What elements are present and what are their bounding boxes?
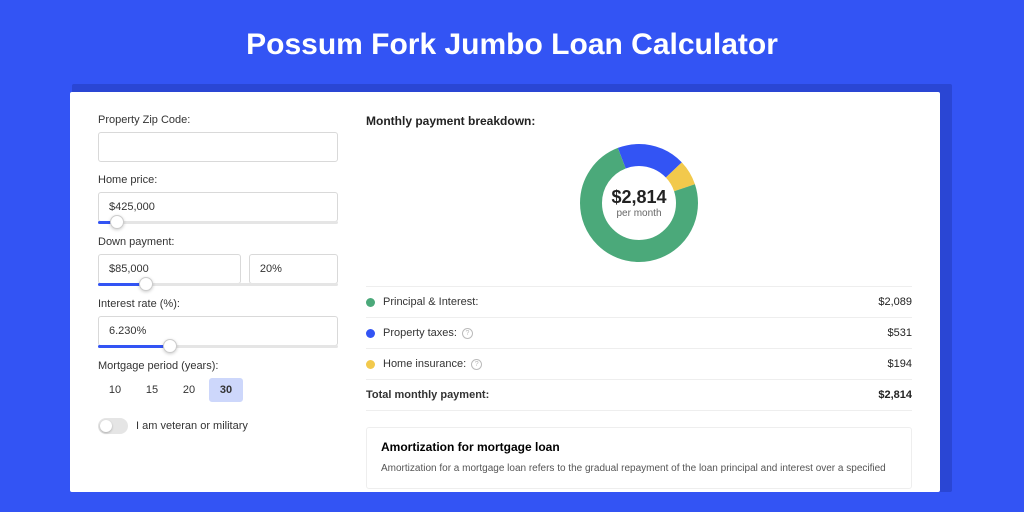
home-price-slider[interactable] bbox=[98, 221, 338, 224]
donut-wrap: $2,814 per month bbox=[366, 138, 912, 268]
form-column: Property Zip Code: Home price: $425,000 … bbox=[98, 114, 338, 489]
period-buttons: 10152030 bbox=[98, 378, 338, 402]
period-label: Mortgage period (years): bbox=[98, 360, 338, 372]
down-payment-slider[interactable] bbox=[98, 283, 338, 286]
period-group: Mortgage period (years): 10152030 bbox=[98, 360, 338, 402]
veteran-row: I am veteran or military bbox=[98, 418, 338, 434]
breakdown-value: $2,089 bbox=[878, 296, 912, 308]
donut-amount: $2,814 bbox=[611, 187, 666, 208]
home-price-input[interactable]: $425,000 bbox=[98, 192, 338, 222]
interest-input[interactable]: 6.230% bbox=[98, 316, 338, 346]
amortization-title: Amortization for mortgage loan bbox=[381, 440, 897, 454]
legend-dot bbox=[366, 329, 375, 338]
calculator-card: Property Zip Code: Home price: $425,000 … bbox=[70, 92, 940, 492]
breakdown-value: $531 bbox=[888, 327, 912, 339]
info-icon[interactable]: ? bbox=[471, 359, 482, 370]
veteran-label: I am veteran or military bbox=[136, 420, 248, 432]
page-title: Possum Fork Jumbo Loan Calculator bbox=[0, 0, 1024, 84]
total-value: $2,814 bbox=[878, 389, 912, 401]
amortization-text: Amortization for a mortgage loan refers … bbox=[381, 462, 897, 476]
donut-chart: $2,814 per month bbox=[574, 138, 704, 268]
down-payment-amount-input[interactable]: $85,000 bbox=[98, 254, 241, 284]
breakdown-row: Home insurance:?$194 bbox=[366, 349, 912, 380]
info-icon[interactable]: ? bbox=[462, 328, 473, 339]
interest-label: Interest rate (%): bbox=[98, 298, 338, 310]
breakdown-value: $194 bbox=[888, 358, 912, 370]
legend-dot bbox=[366, 360, 375, 369]
breakdown-label: Principal & Interest: bbox=[383, 296, 878, 308]
interest-slider[interactable] bbox=[98, 345, 338, 348]
amortization-card: Amortization for mortgage loan Amortizat… bbox=[366, 427, 912, 489]
breakdown-title: Monthly payment breakdown: bbox=[366, 114, 912, 128]
breakdown-column: Monthly payment breakdown: $2,814 per mo… bbox=[366, 114, 912, 489]
legend-dot bbox=[366, 298, 375, 307]
down-payment-percent-input[interactable]: 20% bbox=[249, 254, 338, 284]
breakdown-label: Property taxes:? bbox=[383, 327, 888, 339]
breakdown-label: Home insurance:? bbox=[383, 358, 888, 370]
slider-knob[interactable] bbox=[110, 215, 124, 229]
zip-input[interactable] bbox=[98, 132, 338, 162]
breakdown-row: Property taxes:?$531 bbox=[366, 318, 912, 349]
period-btn-15[interactable]: 15 bbox=[135, 378, 169, 402]
period-btn-20[interactable]: 20 bbox=[172, 378, 206, 402]
down-payment-label: Down payment: bbox=[98, 236, 338, 248]
period-btn-10[interactable]: 10 bbox=[98, 378, 132, 402]
breakdown-rows: Principal & Interest:$2,089Property taxe… bbox=[366, 286, 912, 411]
period-btn-30[interactable]: 30 bbox=[209, 378, 243, 402]
slider-knob[interactable] bbox=[163, 339, 177, 353]
card-shadow: Property Zip Code: Home price: $425,000 … bbox=[72, 84, 952, 492]
breakdown-row: Principal & Interest:$2,089 bbox=[366, 287, 912, 318]
donut-sub: per month bbox=[616, 208, 661, 219]
veteran-toggle[interactable] bbox=[98, 418, 128, 434]
zip-label: Property Zip Code: bbox=[98, 114, 338, 126]
home-price-label: Home price: bbox=[98, 174, 338, 186]
slider-knob[interactable] bbox=[139, 277, 153, 291]
zip-group: Property Zip Code: bbox=[98, 114, 338, 162]
interest-group: Interest rate (%): 6.230% bbox=[98, 298, 338, 348]
down-payment-group: Down payment: $85,000 20% bbox=[98, 236, 338, 286]
home-price-group: Home price: $425,000 bbox=[98, 174, 338, 224]
total-label: Total monthly payment: bbox=[366, 389, 878, 401]
breakdown-total-row: Total monthly payment:$2,814 bbox=[366, 380, 912, 411]
